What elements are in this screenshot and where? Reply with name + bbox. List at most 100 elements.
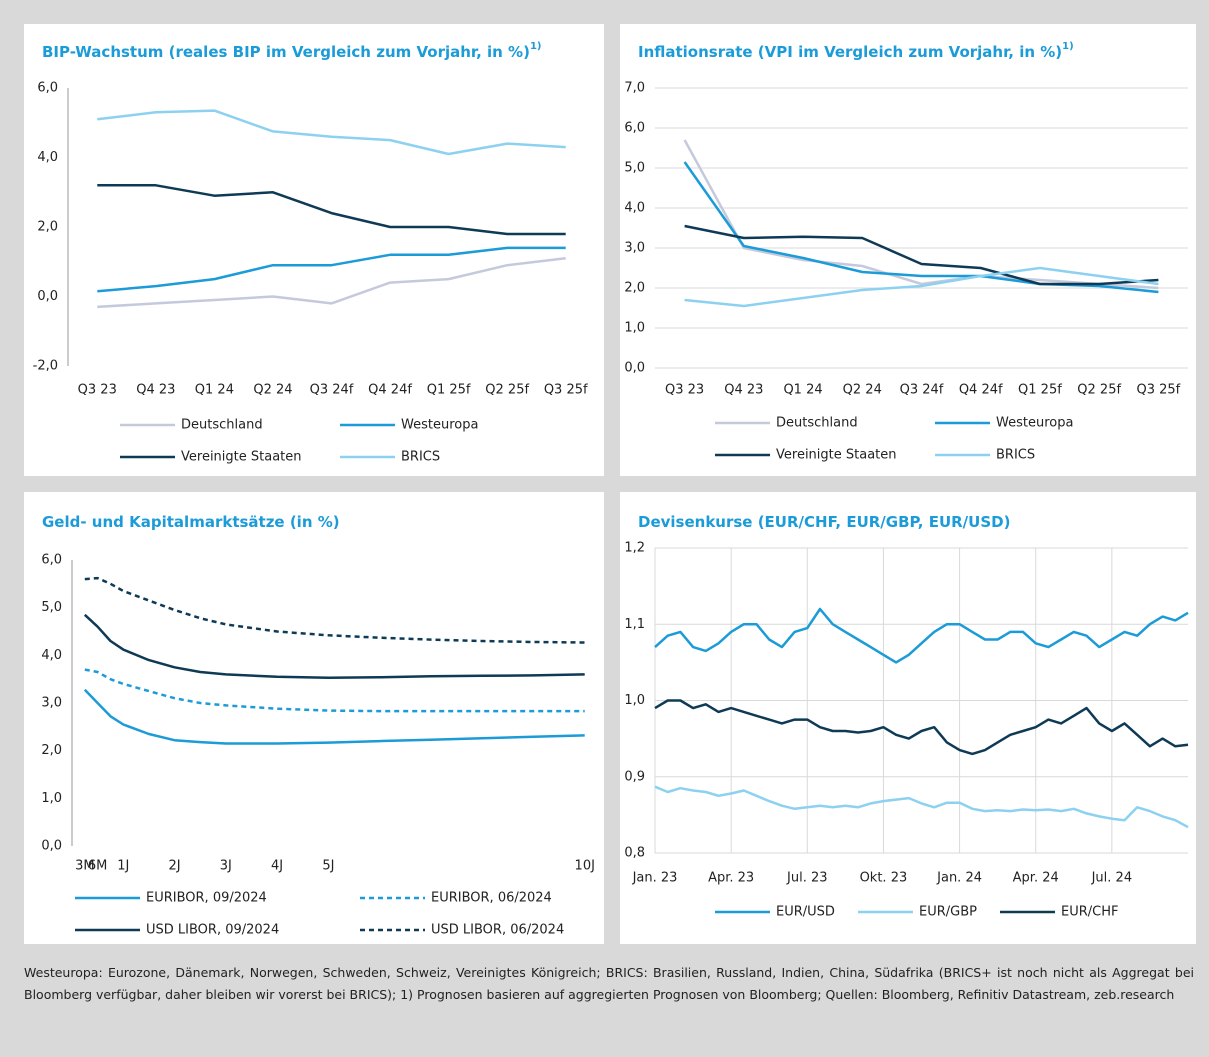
x-tick-label: Q2 25f	[1077, 383, 1121, 398]
chart-title: BIP-Wachstum (reales BIP im Vergleich zu…	[42, 41, 541, 61]
y-tick-label: 1,1	[624, 617, 645, 632]
y-tick-label: 2,0	[41, 743, 62, 758]
series-line	[83, 688, 585, 745]
chart-title: Inflationsrate (VPI im Vergleich zum Vor…	[638, 41, 1074, 61]
x-tick-label: Q3 24f	[900, 383, 944, 398]
panel	[24, 24, 604, 476]
y-tick-label: 2,0	[37, 220, 58, 235]
panel	[620, 24, 1196, 476]
y-tick-label: 5,0	[41, 600, 62, 615]
y-tick-label: 0,9	[624, 769, 645, 784]
x-tick-label: Q3 23	[78, 383, 117, 398]
x-tick-label: Q4 23	[724, 383, 763, 398]
legend-label: USD LIBOR, 06/2024	[431, 923, 564, 938]
y-tick-label: 2,0	[624, 281, 645, 296]
series-line	[654, 785, 1189, 829]
y-tick-label: 6,0	[41, 553, 62, 568]
series-line	[684, 224, 1159, 286]
x-tick-label: 1J	[117, 859, 129, 874]
y-tick-label: 1,0	[624, 693, 645, 708]
y-tick-label: 1,2	[624, 541, 645, 556]
x-tick-label: Q2 25f	[485, 383, 529, 398]
title-text: Geld- und Kapitalmarktsätze (in %)	[42, 513, 340, 531]
chart-title: Devisenkurse (EUR/CHF, EUR/GBP, EUR/USD)	[638, 513, 1010, 531]
x-tick-label: 6M	[88, 859, 108, 874]
series-line	[97, 184, 566, 236]
x-tick-label: Q3 25f	[544, 383, 588, 398]
series-line	[83, 613, 585, 679]
y-tick-label: 0,0	[41, 839, 62, 854]
series-line	[97, 109, 566, 156]
title-text: Inflationsrate (VPI im Vergleich zum Vor…	[638, 43, 1062, 61]
x-tick-label: Q3 24f	[310, 383, 354, 398]
series-line	[84, 668, 585, 713]
legend-label: EUR/USD	[776, 905, 835, 920]
y-tick-label: 4,0	[41, 648, 62, 663]
legend-label: BRICS	[996, 448, 1035, 463]
y-tick-label: 7,0	[624, 81, 645, 96]
y-tick-label: 4,0	[37, 150, 58, 165]
legend-label: EURIBOR, 09/2024	[146, 891, 267, 906]
x-tick-label: Jan. 23	[632, 871, 678, 886]
series-line	[684, 266, 1159, 308]
x-tick-label: Q1 24	[783, 383, 822, 398]
x-tick-label: Q2 24	[253, 383, 292, 398]
y-tick-label: 0,0	[624, 361, 645, 376]
x-tick-label: 3J	[220, 859, 232, 874]
panel	[24, 492, 604, 944]
x-tick-label: Apr. 23	[708, 871, 754, 886]
legend-label: Westeuropa	[401, 418, 478, 433]
x-tick-label: 3M	[75, 859, 95, 874]
y-tick-label: 0,8	[624, 846, 645, 861]
legend-label: BRICS	[401, 450, 440, 465]
x-tick-label: Okt. 23	[860, 871, 908, 886]
y-tick-label: 1,0	[624, 321, 645, 336]
x-tick-label: 2J	[168, 859, 180, 874]
legend-label: EUR/CHF	[1061, 905, 1118, 920]
x-tick-label: Q1 25f	[1018, 383, 1062, 398]
x-tick-label: Apr. 24	[1013, 871, 1059, 886]
series-line	[97, 257, 566, 309]
x-tick-label: Q1 24	[195, 383, 234, 398]
x-tick-label: Q3 25f	[1137, 383, 1181, 398]
title-superscript: 1)	[530, 41, 542, 52]
footnote: Westeuropa: Eurozone, Dänemark, Norwegen…	[24, 965, 1194, 1002]
series-line	[84, 576, 585, 644]
x-tick-label: 4J	[271, 859, 283, 874]
legend-label: Vereinigte Staaten	[776, 448, 897, 463]
series-line	[654, 607, 1189, 664]
x-tick-label: Q3 23	[665, 383, 704, 398]
series-line	[683, 139, 1159, 290]
series-line	[97, 246, 566, 293]
title-text: Devisenkurse (EUR/CHF, EUR/GBP, EUR/USD)	[638, 513, 1010, 531]
y-tick-label: -2,0	[33, 359, 58, 374]
title-text: BIP-Wachstum (reales BIP im Vergleich zu…	[42, 43, 530, 61]
x-tick-label: Q4 24f	[368, 383, 412, 398]
y-tick-label: 3,0	[624, 241, 645, 256]
y-tick-label: 3,0	[41, 696, 62, 711]
legend-label: Deutschland	[776, 416, 858, 431]
x-tick-label: 10J	[575, 859, 595, 874]
x-tick-label: Q2 24	[843, 383, 882, 398]
x-tick-label: Q1 25f	[427, 383, 471, 398]
chart-title: Geld- und Kapitalmarktsätze (in %)	[42, 513, 340, 531]
series-line	[683, 161, 1159, 294]
x-tick-label: Jan. 24	[936, 871, 982, 886]
panel	[620, 492, 1196, 944]
y-tick-label: 5,0	[624, 161, 645, 176]
legend-label: EUR/GBP	[919, 905, 977, 920]
legend-label: EURIBOR, 06/2024	[431, 891, 552, 906]
legend-label: USD LIBOR, 09/2024	[146, 923, 279, 938]
legend-label: Vereinigte Staaten	[181, 450, 302, 465]
y-tick-label: 6,0	[624, 121, 645, 136]
x-tick-label: Jul. 24	[1091, 871, 1133, 886]
y-tick-label: 4,0	[624, 201, 645, 216]
x-tick-label: Jul. 23	[786, 871, 828, 886]
y-tick-label: 1,0	[41, 791, 62, 806]
y-tick-label: 0,0	[37, 289, 58, 304]
x-tick-label: 5J	[322, 859, 334, 874]
charts: BIP-Wachstum (reales BIP im Vergleich zu…	[24, 24, 1196, 944]
x-tick-label: Q4 24f	[959, 383, 1003, 398]
title-superscript: 1)	[1062, 41, 1074, 52]
